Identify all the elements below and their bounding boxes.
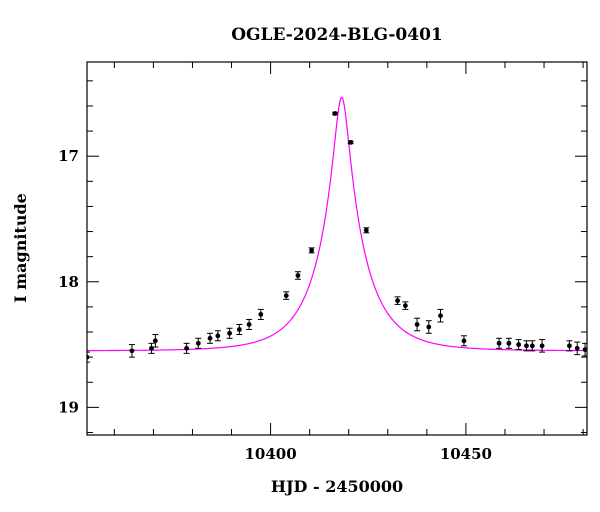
data-point <box>332 111 339 116</box>
data-point <box>574 341 581 356</box>
x-tick-label: 10400 <box>245 445 297 463</box>
point-marker <box>402 303 408 309</box>
point-marker <box>295 273 301 278</box>
point-marker <box>348 139 354 145</box>
point-marker <box>438 313 443 319</box>
y-axis-label: I magnitude <box>11 193 30 303</box>
plot-frame <box>86 61 588 436</box>
data-point <box>308 247 315 254</box>
point-marker <box>207 335 213 341</box>
point-marker <box>258 312 264 317</box>
data-point <box>148 342 155 354</box>
point-marker <box>539 343 545 349</box>
data-point <box>437 308 444 323</box>
point-marker <box>506 340 512 346</box>
data-point <box>529 340 536 352</box>
point-marker <box>414 322 420 327</box>
point-marker <box>524 343 529 349</box>
point-marker <box>516 342 522 347</box>
data-point <box>394 296 401 305</box>
axis-ticks <box>87 62 587 435</box>
point-marker <box>582 347 587 352</box>
point-marker <box>332 111 338 116</box>
data-point <box>214 330 221 342</box>
point-marker <box>152 338 158 344</box>
data-point <box>347 139 354 145</box>
data-point <box>425 320 432 334</box>
data-point <box>246 318 253 331</box>
data-point <box>539 339 546 353</box>
point-marker <box>195 340 201 346</box>
point-marker <box>129 348 135 354</box>
axis-tick-labels: 10400 10450 17 18 19 <box>58 147 492 463</box>
y-tick-label: 17 <box>58 147 79 165</box>
point-marker <box>246 322 252 327</box>
data-point <box>195 337 202 349</box>
data-point <box>236 323 243 336</box>
data-point <box>128 344 135 358</box>
model-curve <box>87 96 587 352</box>
point-marker <box>283 293 289 298</box>
point-marker <box>236 327 242 332</box>
point-marker <box>215 333 221 339</box>
data-point <box>207 332 214 344</box>
data-point <box>183 342 190 354</box>
chart-title: OGLE-2024-BLG-0401 <box>231 25 443 45</box>
x-axis-label: HJD - 2450000 <box>271 477 403 496</box>
data-point <box>582 342 587 357</box>
y-tick-label: 19 <box>58 398 79 416</box>
data-point <box>402 301 409 310</box>
data-point <box>363 227 370 234</box>
point-marker <box>426 324 432 330</box>
point-marker <box>184 345 190 351</box>
data-point <box>257 308 264 320</box>
point-marker <box>461 338 467 344</box>
point-marker <box>227 330 232 336</box>
x-tick-label: 10450 <box>440 445 492 463</box>
data-point <box>505 337 512 349</box>
data-point <box>294 271 301 280</box>
point-marker <box>567 343 572 349</box>
data-point <box>226 327 233 339</box>
data-point <box>496 337 503 349</box>
point-marker <box>309 247 315 253</box>
data-point <box>523 340 530 352</box>
data-point <box>152 334 159 348</box>
point-marker <box>529 343 535 349</box>
data-point <box>515 339 522 351</box>
data-point <box>283 291 290 300</box>
point-marker <box>574 345 580 351</box>
data-point <box>566 340 573 352</box>
point-marker <box>363 227 369 233</box>
y-tick-label: 18 <box>58 273 79 291</box>
point-marker <box>496 340 502 346</box>
point-marker <box>395 298 400 304</box>
data-point <box>460 335 467 347</box>
data-point <box>414 317 421 332</box>
data-points <box>87 111 587 363</box>
